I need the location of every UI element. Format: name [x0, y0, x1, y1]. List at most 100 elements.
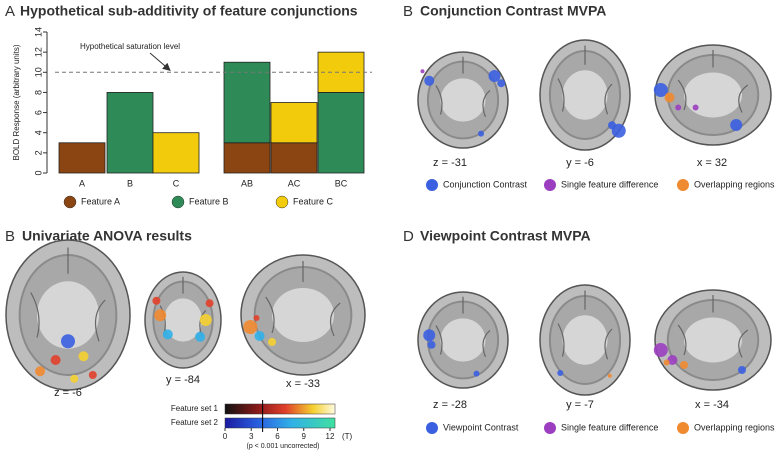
y-tick-label: 8 [33, 90, 43, 95]
legend-label: Conjunction Contrast [443, 179, 528, 189]
activation-blob [199, 314, 212, 326]
slice-label: y = -84 [166, 374, 200, 386]
sulci [30, 247, 106, 342]
activation-blob [253, 315, 260, 321]
white-matter [440, 78, 486, 122]
legend-swatch [426, 422, 438, 434]
colorbar-note: (p < 0.001 uncorrected) [247, 443, 320, 450]
colorbar-tick-label: 12 [326, 432, 335, 441]
panel-label: B [5, 228, 15, 245]
bar-segment [106, 92, 154, 174]
activation-blob [205, 299, 214, 308]
sulci [265, 261, 341, 337]
bar-segment [58, 142, 106, 174]
legend-label: Feature B [189, 196, 229, 206]
activation-blob [680, 361, 688, 369]
legend-label: Feature A [81, 196, 120, 206]
activation-blob [667, 355, 678, 365]
legend-label: Viewpoint Contrast [443, 422, 519, 432]
brain-slice [144, 271, 222, 369]
activation-blob [195, 331, 206, 342]
activation-blob [675, 104, 682, 111]
brain-slice [653, 289, 772, 391]
sulci [435, 56, 491, 118]
activation-blob [424, 75, 435, 86]
bar-segment [223, 61, 271, 144]
activation-blob [427, 340, 436, 349]
panel-title: Conjunction Contrast MVPA [420, 3, 606, 19]
sulci [557, 45, 613, 115]
activation-blob [557, 370, 564, 376]
sulci [435, 296, 491, 358]
colorbar [224, 403, 336, 415]
activation-blob [473, 370, 480, 377]
activation-blob [154, 309, 167, 322]
y-tick-label: 14 [33, 27, 43, 37]
bar-segment [317, 92, 365, 174]
annotation-arrow [149, 52, 171, 71]
legend-label: Single feature difference [561, 422, 658, 432]
white-matter [562, 315, 608, 365]
slice-label: x = -33 [286, 378, 320, 390]
x-tick-label: B [127, 178, 133, 188]
brain-slice [653, 44, 772, 146]
activation-blob [478, 130, 484, 137]
bar-segment [270, 102, 318, 144]
activation-blob [420, 69, 425, 74]
x-tick-label: AB [241, 178, 253, 188]
brain-slice [240, 254, 366, 376]
activation-blob [243, 320, 258, 334]
legend-swatch [677, 179, 689, 191]
white-matter [272, 288, 334, 342]
legend-swatch [426, 179, 438, 191]
activation-blob [35, 366, 46, 377]
slice-label: x = 32 [697, 157, 727, 169]
brain-slice [417, 51, 509, 149]
white-matter [562, 70, 608, 120]
activation-blob [488, 70, 501, 82]
brain-slice [417, 291, 509, 389]
slice-label: z = -31 [433, 157, 467, 169]
slice-label: z = -6 [54, 387, 82, 399]
activation-blob [78, 351, 89, 362]
y-axis-label: BOLD Response (arbitrary units) [12, 44, 21, 160]
y-tick-label: 10 [33, 67, 43, 77]
colorbar [224, 417, 336, 429]
activation-blob [653, 83, 668, 97]
bar-segment [152, 132, 200, 174]
x-tick-label: AC [288, 178, 301, 188]
reference-label: Hypothetical saturation level [80, 42, 180, 51]
brain-slice [5, 239, 131, 391]
y-tick-label: 4 [33, 130, 43, 135]
slice-label: y = -6 [566, 157, 594, 169]
slice-label: x = -34 [695, 399, 729, 411]
activation-blob [653, 343, 668, 357]
legend-swatch [544, 422, 556, 434]
legend-label: Overlapping regions [694, 422, 775, 432]
slice-label: z = -28 [433, 399, 467, 411]
y-tick-label: 12 [33, 47, 43, 57]
legend-swatch [63, 195, 77, 209]
sulci [677, 50, 749, 113]
brain-slice [539, 284, 631, 396]
y-tick-label: 6 [33, 110, 43, 115]
bar-segment [270, 142, 318, 174]
brain-slice [539, 39, 631, 151]
sulci [557, 290, 613, 360]
activation-blob [423, 329, 436, 342]
colorbar-series-label: Feature set 1 [171, 404, 219, 413]
colorbar-tick-label: 6 [275, 432, 280, 441]
activation-blob [268, 338, 276, 346]
white-matter [684, 72, 742, 118]
y-tick-label: 0 [33, 170, 43, 175]
x-tick-label: C [173, 178, 180, 188]
activation-blob [497, 79, 506, 88]
slice-label: y = -7 [566, 399, 594, 411]
legend-label: Single feature difference [561, 179, 658, 189]
colorbar-tick-label: 0 [223, 432, 228, 441]
activation-blob [692, 104, 699, 111]
white-matter [440, 318, 486, 362]
activation-blob [152, 296, 161, 305]
sulci [677, 295, 749, 358]
